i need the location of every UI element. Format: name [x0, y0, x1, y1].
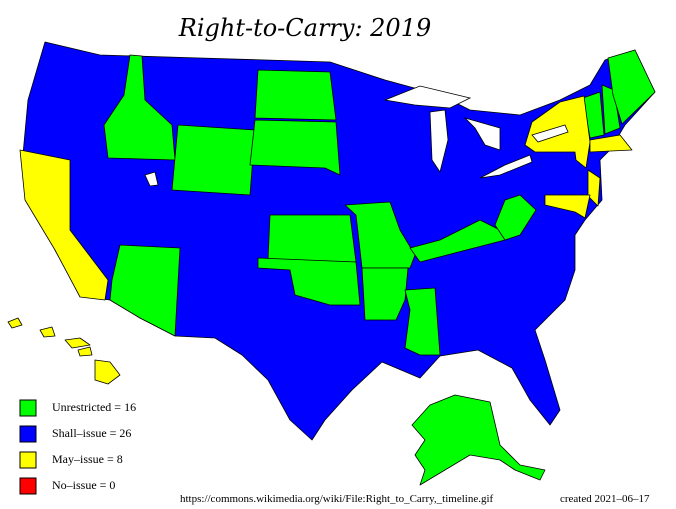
map-title: Right-to-Carry: 2019 — [178, 14, 432, 42]
massachusetts — [589, 134, 633, 153]
legend: Unrestricted = 16 Shall–issue = 26 May–iss… — [19, 399, 136, 495]
arkansas — [361, 267, 409, 321]
source-url: https://commons.wikimedia.org/wiki/File:… — [180, 493, 494, 505]
north-dakota — [254, 69, 337, 121]
new-hampshire — [601, 84, 621, 135]
lake-ontario — [531, 124, 569, 143]
kansas — [267, 214, 357, 263]
legend-label: No–issue = 0 — [52, 478, 115, 492]
hawaii-1 — [7, 317, 23, 329]
missouri — [344, 201, 416, 269]
oklahoma — [257, 257, 361, 306]
new-jersey — [587, 169, 601, 207]
south-dakota — [249, 119, 341, 176]
mississippi — [404, 287, 441, 356]
hawaii-3 — [64, 337, 91, 349]
west-virginia — [494, 194, 537, 241]
lake-huron — [463, 117, 501, 151]
great-salt-lake — [144, 171, 159, 187]
legend-swatch — [19, 477, 37, 495]
maryland-delaware — [544, 194, 591, 219]
wyoming — [171, 124, 256, 196]
unrestricted-states — [103, 49, 656, 486]
legend-swatch — [19, 451, 37, 469]
legend-swatch — [19, 425, 37, 443]
lake-erie — [479, 154, 533, 179]
lake-michigan — [429, 109, 449, 173]
legend-swatch — [19, 399, 37, 417]
arizona — [109, 244, 181, 337]
legend-label: May–issue = 8 — [52, 452, 123, 466]
legend-label: Unrestricted = 16 — [52, 400, 136, 414]
created-date: created 2021–06–17 — [560, 493, 650, 505]
alaska — [411, 394, 546, 486]
california — [19, 149, 109, 301]
lake-superior — [383, 85, 472, 109]
hawaii-5 — [94, 359, 121, 385]
hawaii-2 — [39, 326, 56, 338]
hawaii-4 — [77, 346, 93, 357]
legend-label: Shall–issue = 26 — [52, 426, 131, 440]
maine — [607, 49, 656, 125]
lakes — [144, 85, 569, 187]
